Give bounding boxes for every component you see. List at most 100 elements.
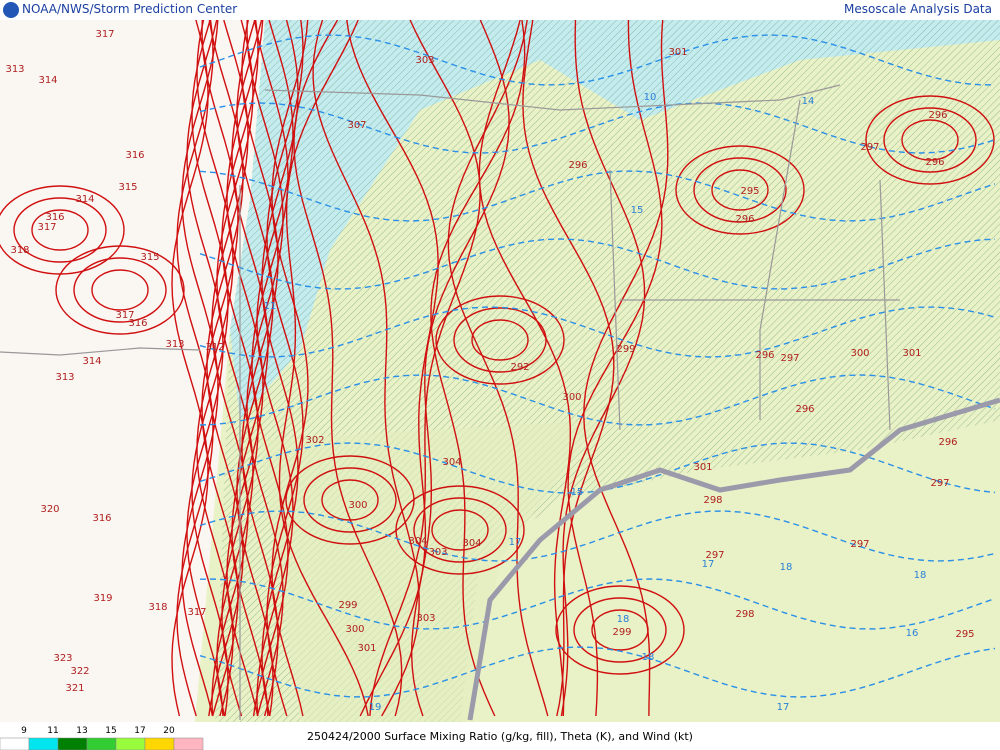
mixing-label: 18	[617, 614, 630, 625]
theta-contour	[478, 20, 571, 717]
theta-label: 316	[45, 212, 64, 223]
theta-contour	[693, 157, 787, 223]
mixing-contour	[199, 578, 996, 630]
theta-label: 303	[415, 55, 434, 66]
theta-label: 304	[408, 536, 427, 547]
theta-contour	[312, 20, 420, 717]
theta-contour	[583, 20, 669, 717]
theta-contour	[216, 20, 254, 717]
legend-swatch	[0, 737, 30, 750]
theta-label: 313	[55, 372, 74, 383]
mixing-contour	[199, 170, 996, 222]
contour-labels: 3173133143163153143163173183153173163133…	[5, 29, 974, 713]
legend-swatch	[28, 737, 59, 750]
mixing-label: 10	[644, 92, 657, 103]
theta-label: 298	[703, 495, 722, 506]
theta-contour	[271, 20, 309, 717]
theta-contour	[431, 509, 489, 551]
theta-label: 301	[668, 47, 687, 58]
theta-contour	[675, 145, 805, 235]
mixing-contour	[199, 306, 996, 358]
theta-contour	[31, 209, 89, 251]
theta-label: 302	[305, 435, 324, 446]
theta-label: 312	[205, 342, 224, 353]
legend-swatch	[86, 737, 117, 750]
theta-contour	[0, 185, 125, 275]
theta-contour	[278, 20, 369, 717]
theta-label: 296	[928, 110, 947, 121]
theta-label: 301	[902, 348, 921, 359]
mixing-label: 17	[509, 537, 522, 548]
theta-label: 292	[510, 362, 529, 373]
theta-label: 314	[82, 356, 101, 367]
legend-label: 9	[21, 726, 27, 736]
mixing-label: 15	[571, 487, 584, 498]
theta-contour	[555, 585, 685, 675]
theta-label: 322	[70, 666, 89, 677]
theta-label: 316	[125, 150, 144, 161]
theta-label: 317	[95, 29, 114, 40]
header-right: Mesoscale Analysis Data	[844, 2, 992, 16]
theta-contour	[522, 20, 615, 717]
theta-contour	[231, 20, 269, 717]
theta-contour	[435, 295, 565, 385]
theta-contour	[447, 20, 549, 717]
theta-label: 298	[735, 609, 754, 620]
mixing-contour	[199, 510, 996, 562]
mixing-label: 18	[780, 562, 793, 573]
legend-swatch	[173, 737, 204, 750]
theta-contour	[901, 119, 959, 161]
theta-contour	[13, 197, 107, 263]
theta-label: 317	[37, 222, 56, 233]
legend-label: 15	[105, 726, 116, 736]
theta-contour	[567, 20, 663, 717]
theta-label: 303	[416, 613, 435, 624]
theta-label: 299	[338, 600, 357, 611]
theta-contour	[865, 95, 995, 185]
theta-contour	[261, 20, 299, 717]
legend-label: 20	[163, 726, 175, 736]
theta-contour	[176, 20, 214, 717]
footer-caption: 250424/2000 Surface Mixing Ratio (g/kg, …	[307, 730, 693, 743]
theta-label: 299	[612, 627, 631, 638]
theta-contour	[430, 20, 526, 717]
theta-contour	[186, 20, 224, 717]
mixing-contour	[199, 238, 996, 290]
theta-contour	[321, 479, 379, 521]
theta-contour	[251, 20, 289, 717]
theta-contour	[221, 20, 259, 717]
theta-contour	[266, 20, 304, 717]
mixing-contour	[199, 374, 996, 426]
theta-label: 313	[5, 64, 24, 75]
theta-contour	[303, 467, 397, 533]
theta-label: 297	[705, 550, 724, 561]
theta-label: 297	[930, 478, 949, 489]
map-area: 3173133143163153143163173183153173163133…	[0, 20, 1000, 722]
theta-label: 297	[860, 142, 879, 153]
theta-label: 296	[735, 214, 754, 225]
legend-label: 17	[134, 726, 145, 736]
legend-label: 11	[47, 726, 58, 736]
theta-label: 316	[92, 513, 111, 524]
theta-label: 300	[850, 348, 869, 359]
theta-label: 300	[348, 500, 367, 511]
header-left: NOAA/NWS/Storm Prediction Center	[22, 2, 238, 16]
theta-label: 314	[38, 75, 57, 86]
theta-label: 296	[755, 350, 774, 361]
mixing-label: 14	[802, 96, 815, 107]
theta-label: 314	[75, 194, 94, 205]
theta-label: 300	[345, 624, 364, 635]
theta-label: 303	[428, 547, 447, 558]
contours	[0, 20, 996, 717]
theta-label: 296	[925, 157, 944, 168]
mixing-label: 18	[642, 652, 655, 663]
theta-contour	[73, 257, 167, 323]
theta-label: 316	[128, 318, 147, 329]
theta-label: 318	[148, 602, 167, 613]
theta-label: 304	[462, 538, 481, 549]
theta-label: 315	[140, 252, 159, 263]
theta-label: 318	[10, 245, 29, 256]
mixing-label: 17	[777, 702, 790, 713]
